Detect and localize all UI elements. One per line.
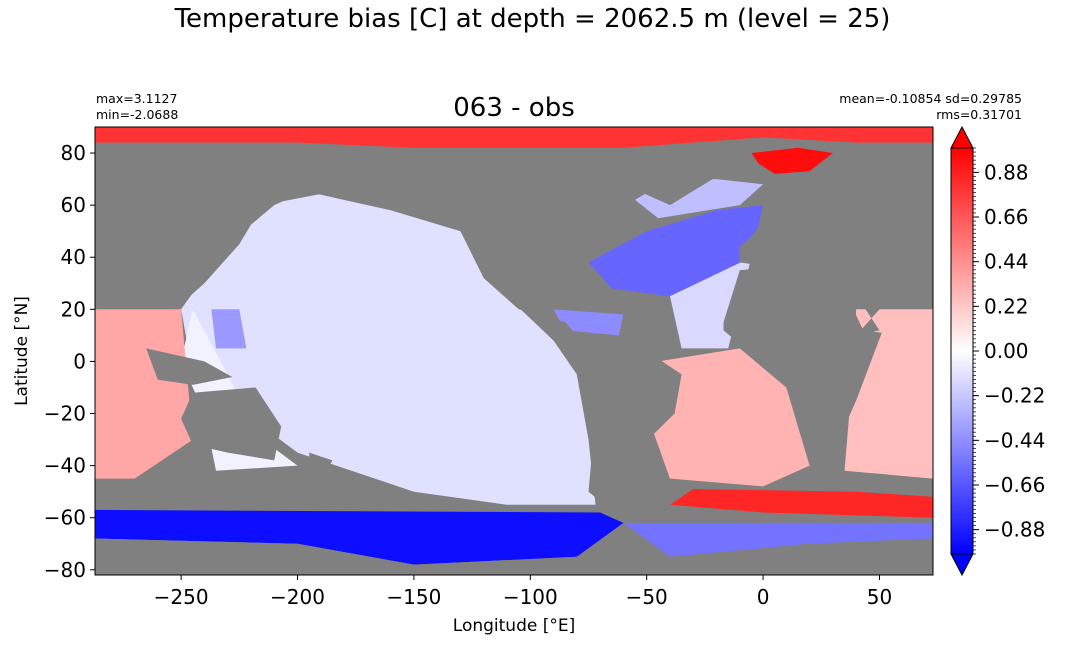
ocean-region-southern-ocean-atlantic [623,522,933,557]
y-tick-label: −60 [44,506,86,530]
stats-right: mean=-0.10854 sd=0.29785 rms=0.31701 [839,91,1022,123]
colorbar-tick-label: 0.88 [984,160,1029,184]
colorbar-tick-label: 0.00 [984,339,1029,363]
colorbar-tick-label: 0.66 [984,205,1029,229]
y-tick-label: −40 [44,454,86,478]
y-tick-label: 20 [61,297,86,321]
x-tick-label: −200 [270,585,325,609]
ocean-region-southern-front [670,489,933,518]
colorbar-ticks: 0.88 0.66 0.44 0.22 0.00 −0.22 −0.44 −0.66 −0.88 [973,160,1045,542]
ocean-region-bay-of-bengal-west [95,309,193,479]
x-tick-label: −100 [503,585,558,609]
colorbar-minor-ticks [973,147,976,555]
ocean-region-arctic-band [95,127,933,148]
ocean-region-pacific-east [181,189,596,505]
y-tick-label: 40 [61,245,86,269]
ocean-region-north-atlantic [588,205,764,297]
y-tick-label: −20 [44,402,86,426]
land-australia [181,387,282,461]
land-new-zealand [309,452,333,482]
x-tick-label: −250 [154,585,209,609]
land-antarctica [95,528,933,575]
land-south-america [576,335,682,505]
figure-suptitle: Temperature bias [C] at depth = 2062.5 m… [174,4,891,34]
plot-frame [94,126,934,576]
stat-rms: rms=0.31701 [936,107,1022,122]
land-africa [723,265,882,453]
x-tick-label: 50 [867,585,892,609]
x-axis: −250 −200 −150 −100 −50 0 50 [154,575,892,609]
land-maritime-continent [146,348,233,385]
y-tick-label: −80 [44,558,86,582]
ocean-region-southern-ocean-pacific [95,509,624,565]
land-europe-asia-east [739,168,933,336]
colorbar-extend-max [950,125,974,149]
land-eurasia [95,142,345,305]
y-tick-label: 80 [61,141,86,165]
ocean-region-philippine-sea [211,309,247,349]
colorbar-tick-label: −0.22 [984,384,1045,408]
map-area [95,127,933,575]
x-tick-label: 0 [757,585,770,609]
stat-min: min=-2.0688 [96,107,179,122]
colorbar-tick-label: 0.22 [984,294,1029,318]
x-tick-label: −50 [626,585,668,609]
chart-title: 063 - obs [453,93,575,123]
colorbar-tick-label: −0.88 [984,518,1045,542]
colorbar-tick-label: 0.44 [984,250,1029,274]
y-axis: 80 60 40 20 0 −20 −40 −60 −80 [44,141,95,582]
x-tick-label: −150 [386,585,441,609]
x-axis-label: Longitude [°E] [453,616,575,636]
stat-max: max=3.1127 [96,91,178,106]
y-tick-label: 60 [61,193,86,217]
colorbar-gradient [950,147,974,555]
colorbar: 0.88 0.66 0.44 0.22 0.00 −0.22 −0.44 −0.66 −0.88 [950,125,1045,577]
y-axis-label: Latitude [°N] [12,296,32,406]
land-greenland [623,147,722,206]
colorbar-tick-label: −0.44 [984,428,1045,452]
stat-mean-sd: mean=-0.10854 sd=0.29785 [839,91,1022,106]
ocean-region-south-atlantic [646,348,810,487]
stats-left: max=3.1127 min=-2.0688 [96,91,178,123]
ocean-region-greenland-sea [751,147,833,174]
y-tick-label: 0 [73,349,86,373]
colorbar-extend-min [950,553,974,577]
land-north-america [297,173,635,341]
colorbar-tick-label: −0.66 [984,473,1045,497]
